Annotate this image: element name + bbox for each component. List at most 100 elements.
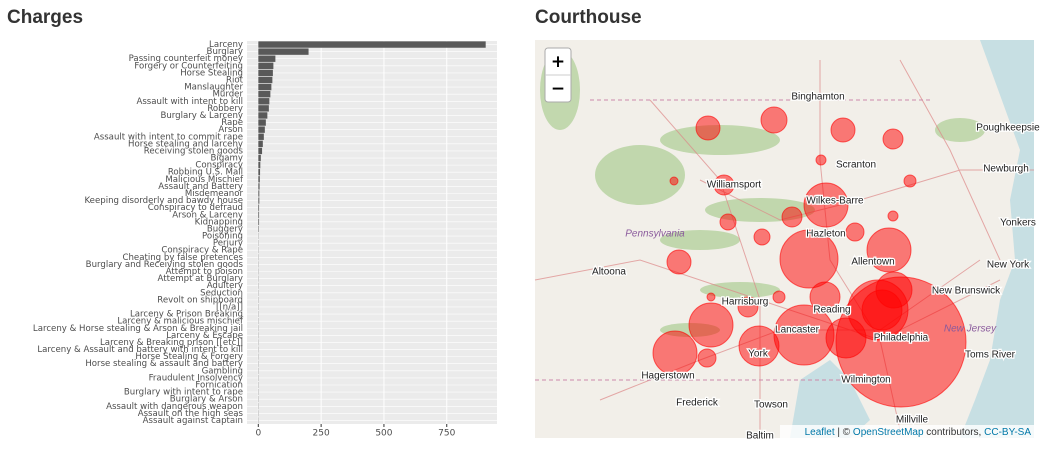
y-tick-label: Arson bbox=[218, 125, 243, 135]
y-tick-label: Assault on the high seas bbox=[138, 409, 244, 419]
y-tick-label: Horse stealing and larceny bbox=[128, 139, 243, 149]
y-tick-label: Burglary with intent to rape bbox=[124, 388, 243, 398]
bar bbox=[258, 69, 273, 77]
y-tick-label: Conspiracy & Rape bbox=[161, 246, 243, 256]
bar bbox=[258, 41, 486, 48]
place-label: New York bbox=[987, 260, 1030, 271]
plot-panel bbox=[247, 41, 497, 424]
attribution-text: contributors, bbox=[924, 427, 985, 438]
place-label: Newburgh bbox=[983, 164, 1029, 175]
place-label: Philadelphia bbox=[874, 333, 929, 344]
place-label: Yonkers bbox=[1000, 218, 1036, 229]
bar bbox=[258, 176, 260, 183]
bar bbox=[258, 105, 269, 112]
bar bbox=[258, 133, 264, 140]
place-label: New Brunswick bbox=[932, 286, 1001, 297]
y-tick-label: [[n/a]] bbox=[216, 302, 243, 312]
bar bbox=[258, 154, 261, 162]
bar bbox=[258, 126, 265, 133]
y-tick-label: Kidnapping bbox=[195, 217, 243, 227]
y-tick-label: Riot bbox=[226, 76, 244, 86]
bar bbox=[258, 204, 260, 211]
y-tick-label: Cheating by false pretences bbox=[122, 253, 243, 263]
y-tick-label: Horse stealing & assault and battery bbox=[85, 359, 243, 369]
bar bbox=[258, 91, 271, 98]
license-link[interactable]: CC-BY-SA bbox=[984, 427, 1031, 438]
y-tick-label: Rape bbox=[221, 118, 243, 128]
place-label: Millville bbox=[896, 415, 929, 426]
y-tick-label: Burglary bbox=[207, 47, 243, 57]
zoom-in[interactable]: + bbox=[551, 52, 565, 72]
y-tick-label: Keeping disorderly and bawdy house bbox=[84, 196, 243, 206]
attribution: Leaflet | © OpenStreetMap contributors, … bbox=[805, 427, 1032, 438]
state-label: Pennsylvania bbox=[625, 229, 685, 240]
y-tick-label: Revolt on shipboard bbox=[157, 295, 243, 305]
place-label: Harrisburg bbox=[722, 297, 769, 308]
bar bbox=[258, 140, 263, 148]
map[interactable]: Binghamton Poughkeepsie Scranton Newburgh Wi… bbox=[534, 40, 1041, 443]
y-tick-label: Burglary & Larceny bbox=[160, 111, 243, 121]
bar bbox=[258, 218, 260, 226]
place-label: Poughkeepsie bbox=[976, 123, 1040, 134]
y-tick-label: Burglary & Arson bbox=[170, 395, 243, 405]
y-tick-label: Fraudulent Insolvency bbox=[149, 373, 243, 383]
place-label: Allentown bbox=[851, 257, 894, 268]
place-label: Altoona bbox=[592, 267, 626, 278]
y-tick-label: Larceny & Assault and battery with inten… bbox=[37, 345, 243, 355]
attribution-sep: | © bbox=[835, 427, 853, 438]
zoom-out[interactable]: − bbox=[551, 79, 565, 99]
bar bbox=[258, 55, 276, 62]
place-label: Wilkes-Barre bbox=[806, 196, 864, 207]
y-tick-label: Larceny & malicious mischief bbox=[117, 317, 244, 327]
y-tick-label: Malicious Mischief bbox=[165, 175, 244, 185]
y-tick-label: Attempt at Burglary bbox=[157, 274, 243, 284]
y-tick-label: Perjury bbox=[213, 239, 243, 249]
y-tick-label: Seduction bbox=[200, 288, 243, 298]
y-tick-label: Bigamy bbox=[211, 154, 243, 164]
leaflet-link[interactable]: Leaflet bbox=[805, 427, 835, 438]
y-tick-label: Larceny & Horse stealing & Arson & Break… bbox=[33, 324, 243, 334]
place-label: Frederick bbox=[676, 398, 719, 409]
chart-title: Charges bbox=[7, 7, 83, 28]
bar bbox=[258, 62, 274, 70]
osm-link[interactable]: OpenStreetMap bbox=[853, 427, 924, 438]
bar bbox=[258, 197, 260, 204]
bar bbox=[258, 119, 266, 126]
place-label: Towson bbox=[754, 400, 788, 411]
y-tick-label: Fornication bbox=[195, 380, 243, 390]
y-tick-label: Assault with intent to commit rape bbox=[94, 132, 243, 142]
place-label: Hazleton bbox=[806, 229, 845, 240]
water bbox=[960, 40, 1034, 438]
x-tick-label: 250 bbox=[313, 429, 330, 439]
y-tick-label: Horse Stealing bbox=[180, 68, 243, 78]
place-label: Wilmington bbox=[841, 375, 890, 386]
bar bbox=[258, 112, 268, 119]
state-label: New Jersey bbox=[944, 324, 997, 335]
place-label: Williamsport bbox=[707, 180, 762, 191]
place-label: Hagerstown bbox=[641, 371, 694, 382]
y-tick-label: Burglary and Receiving stolen goods bbox=[86, 260, 244, 270]
place-label: York bbox=[748, 349, 769, 360]
bar bbox=[258, 169, 261, 176]
y-tick-label: Receiving stolen goods bbox=[144, 146, 244, 156]
y-tick-label: Poisoning bbox=[202, 232, 243, 242]
bar bbox=[258, 76, 273, 84]
attribution-box bbox=[780, 425, 1034, 438]
map-title: Courthouse bbox=[535, 7, 642, 28]
y-tick-label: Arson & Larceny bbox=[172, 210, 243, 220]
y-tick-label: Manslaughter bbox=[184, 83, 243, 93]
bar bbox=[258, 98, 270, 105]
bar bbox=[258, 147, 263, 155]
y-tick-label: Assault against captain bbox=[143, 416, 243, 426]
bar bbox=[258, 183, 260, 190]
place-label: Scranton bbox=[836, 160, 876, 171]
y-tick-label: Assault with dangerous weapon bbox=[106, 402, 243, 412]
y-tick-label: Murder bbox=[212, 90, 243, 100]
courthouse-circles bbox=[652, 106, 967, 408]
bar bbox=[258, 190, 260, 197]
y-tick-label: Robbing U.S. Mail bbox=[168, 168, 243, 178]
x-tick-label: 750 bbox=[438, 429, 455, 439]
y-tick-label: Assault with intent to kill bbox=[136, 97, 243, 107]
